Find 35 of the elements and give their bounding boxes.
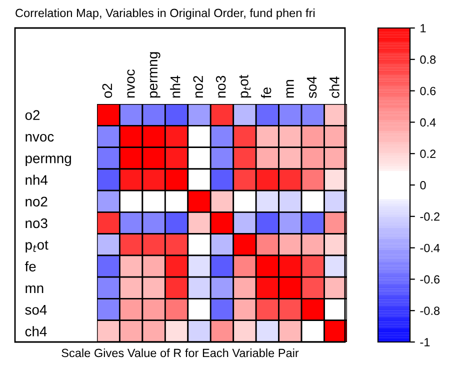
x-tick-label: no3: [216, 76, 226, 98]
y-tick-label: ch4: [25, 326, 47, 336]
x-tick-label: so4: [306, 76, 317, 98]
x-tick-label: no2: [193, 76, 203, 98]
color-bar-label: -0.2: [420, 212, 440, 221]
y-tick-label: p$_{t}$ot: [26, 240, 48, 252]
chart-title: Correlation Map, Variables in Original Order, fund phen fri: [16, 8, 315, 20]
color-bar-label: 0.4: [420, 118, 436, 127]
color-bar-label: 0.2: [420, 150, 436, 158]
color-bar-label: 1: [420, 24, 426, 32]
y-tick-label: o2: [25, 110, 40, 120]
y-tick-label: so4: [25, 305, 47, 315]
x-tick-label: fe: [260, 87, 272, 98]
color-bar-label: -0.8: [420, 306, 440, 315]
y-tick-label: nh4: [26, 174, 48, 185]
x-tick-label: mn: [286, 80, 294, 98]
color-bar-label: -1: [420, 338, 430, 346]
y-tick-label: nvoc: [26, 134, 54, 142]
text: Scale Gives Value of R for Each Variable Pair: [62, 348, 299, 358]
color-bar-label: -0.6: [420, 275, 440, 284]
y-tick-label: mn: [26, 285, 44, 293]
color-bar-label: 0.8: [420, 55, 436, 64]
y-tick-label: fe: [24, 261, 36, 272]
color-bar-label: 0.6: [420, 86, 436, 96]
x-tick-label: ch4: [329, 76, 340, 98]
y-tick-label: no2: [26, 196, 48, 207]
x-tick-label: nvoc: [127, 69, 135, 98]
y-tick-label: no3: [26, 218, 48, 228]
x-tick-label: nh4: [170, 76, 180, 98]
y-tick-label: permng: [26, 156, 71, 166]
color-bar-label: -0.4: [420, 244, 440, 252]
x-tick-label: o2: [102, 84, 112, 98]
x-tick-label: p$_{t}$ot: [239, 74, 252, 98]
color-bar-label: 0: [420, 181, 426, 190]
x-tick-label: permng: [150, 52, 160, 98]
